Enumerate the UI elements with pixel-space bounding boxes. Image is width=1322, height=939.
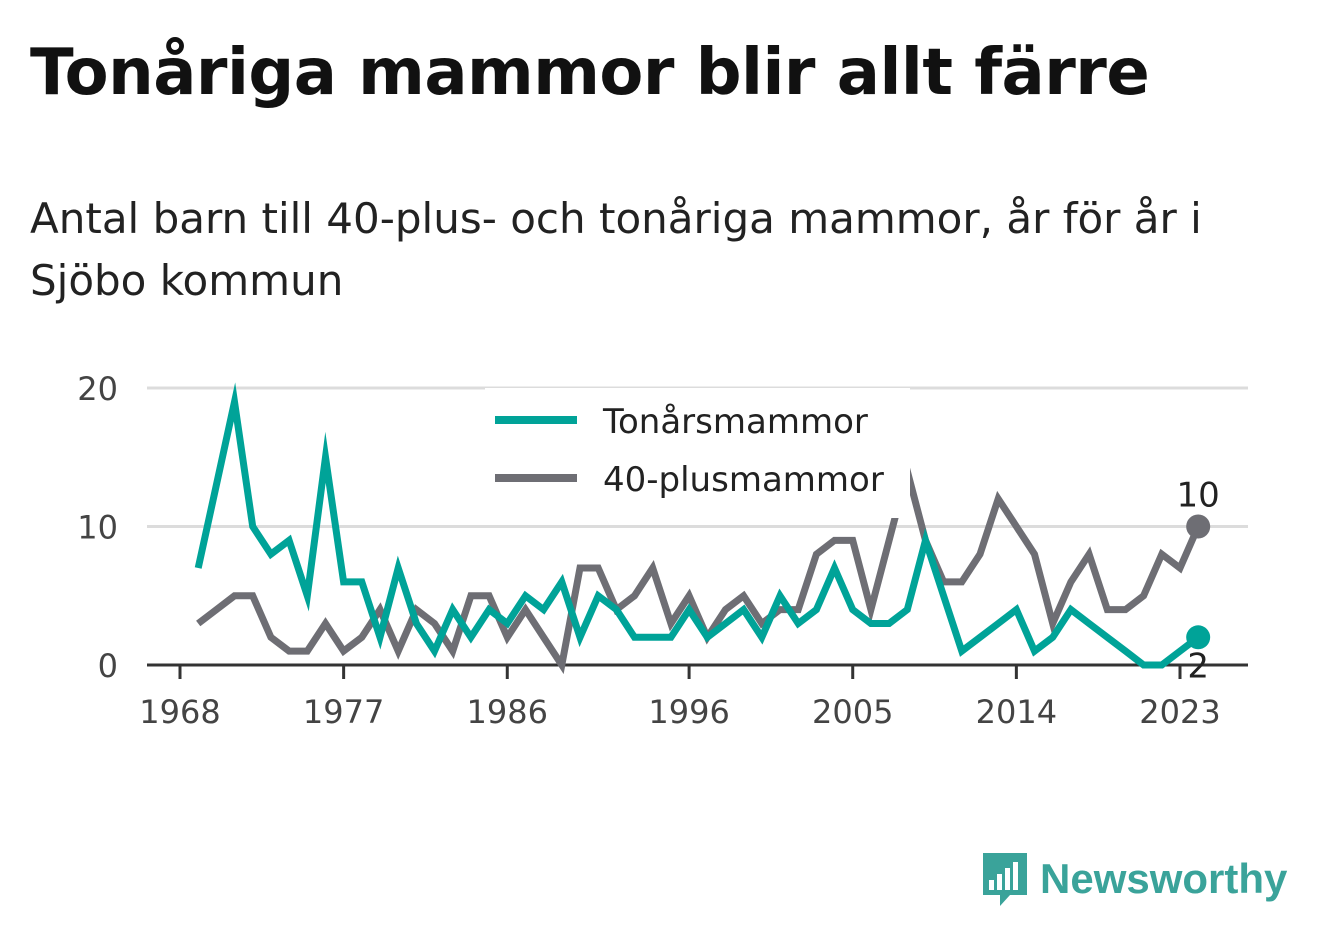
y-tick-label: 20 (77, 370, 118, 408)
end-point (1186, 514, 1211, 539)
x-axis: 1968 1977 1986 1996 2005 2014 2023 (139, 663, 1248, 731)
series-line-tonarsmammor (194, 382, 1201, 669)
newsworthy-logo-icon (983, 853, 1027, 906)
chart-subtitle: Antal barn till 40-plus- och tonåriga ma… (30, 194, 1202, 305)
end-value-label: 10 (1177, 476, 1220, 516)
x-tick-label: 2014 (976, 693, 1057, 731)
chart-title: Tonåriga mammor blir allt färre (30, 36, 1150, 110)
x-tick-label: 1996 (648, 693, 729, 731)
end-value-label: 2 (1187, 646, 1209, 686)
legend-background (485, 388, 910, 518)
series-line-40-plusmammor (196, 457, 1202, 675)
brand: Newsworthy (980, 850, 1287, 908)
end-point (1186, 625, 1211, 650)
legend-label: Tonårsmammor (602, 402, 868, 442)
y-tick-label: 0 (98, 647, 118, 685)
y-tick-label: 10 (77, 509, 118, 547)
legend-label: 40-plusmammor (603, 460, 884, 500)
x-tick-label: 1968 (139, 693, 220, 731)
brand-name: Newsworthy (1040, 855, 1288, 902)
y-axis: 0 10 20 (77, 370, 118, 685)
x-tick-label: 2005 (812, 693, 893, 731)
x-tick-label: 2023 (1139, 693, 1220, 731)
legend: Tonårsmammor 40-plusmammor (485, 388, 910, 518)
end-labels: 2 10 (1177, 476, 1220, 687)
x-tick-label: 1986 (467, 693, 548, 731)
x-tick-label: 1977 (303, 693, 384, 731)
series-lines (194, 382, 1202, 675)
